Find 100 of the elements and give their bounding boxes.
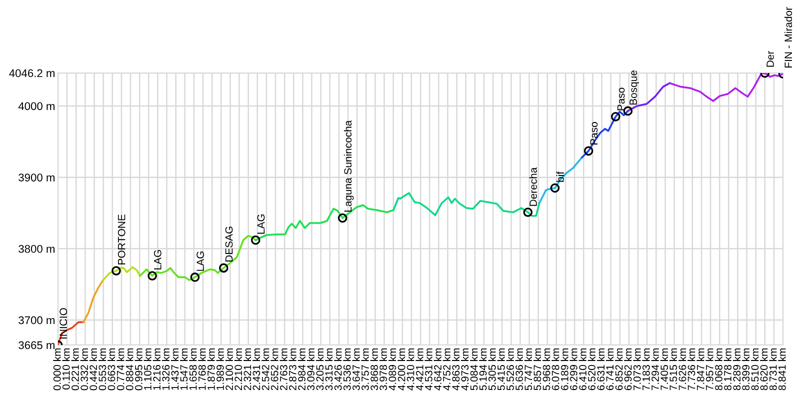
point	[584, 146, 594, 156]
x-tick-label: 8.178 km	[724, 348, 732, 390]
point	[338, 213, 348, 223]
x-tick-label: 8.620 km	[760, 348, 768, 390]
annotation: Paso	[590, 122, 598, 145]
x-tick-label: 2.542 km	[262, 348, 270, 390]
annotation: PORTONE	[118, 214, 126, 264]
x-tick-label: 1.105 km	[144, 348, 152, 390]
y-tick-label: 3900 m	[18, 174, 54, 182]
point	[550, 183, 560, 193]
x-tick-label: 5.968 km	[542, 348, 550, 390]
point	[523, 208, 533, 217]
x-tick-label: 8.068 km	[714, 348, 722, 390]
x-tick-label: 7.847 km	[696, 348, 704, 390]
x-tick-label: 6.852 km	[615, 348, 623, 390]
point	[112, 266, 121, 276]
x-tick-label: 6.520 km	[588, 348, 596, 390]
x-tick-label: 7.957 km	[706, 348, 714, 390]
x-tick-label: 1.989 km	[216, 348, 224, 390]
x-tick-label: 1.547 km	[180, 348, 188, 390]
x-tick-label: 3.647 km	[352, 348, 360, 390]
x-tick-label: 2.321 km	[243, 348, 252, 390]
x-tick-label: 5.084 km	[470, 348, 478, 390]
x-tick-label: 8.510 km	[751, 348, 759, 390]
x-tick-label: 5.415 km	[497, 348, 505, 390]
x-tick-label: 2.873 km	[288, 348, 296, 390]
x-tick-label: 5.526 km	[506, 348, 514, 390]
x-tick-label: 4.752 km	[442, 348, 450, 390]
line-series	[668, 73, 783, 102]
x-tick-label: 1.437 km	[170, 348, 179, 390]
x-tick-label: 5.747 km	[524, 348, 532, 390]
annotation: bif	[556, 171, 564, 182]
x-tick-label: 2.763 km	[280, 348, 288, 390]
x-tick-label: 0.884 km	[126, 348, 134, 390]
x-tick-label: 2.431 km	[252, 348, 260, 390]
x-tick-label: 1.658 km	[189, 348, 197, 390]
x-tick-label: 3.205 km	[316, 348, 324, 390]
annotation: Laguna Sunincocha	[344, 120, 354, 212]
line-series	[538, 156, 583, 204]
y-tick-label: 3700 m	[18, 316, 54, 324]
annotation: LAG	[196, 252, 204, 271]
x-tick-label: 7.736 km	[688, 348, 696, 390]
x-tick-label: 1.768 km	[198, 348, 206, 390]
y-tick-label: 3800 m	[18, 244, 54, 253]
point	[250, 235, 260, 245]
point	[148, 271, 157, 280]
x-tick-label: 7.294 km	[651, 348, 659, 390]
x-tick-label: 5.194 km	[479, 348, 487, 390]
x-tick-label: 4.421 km	[416, 348, 424, 390]
point	[610, 112, 620, 122]
x-tick-label: 4.531 km	[424, 348, 432, 390]
line-series	[82, 279, 104, 324]
annotation: Paso	[617, 88, 625, 110]
x-tick-label: 7.073 km	[633, 348, 641, 390]
x-tick-label: 7.405 km	[660, 348, 668, 390]
x-tick-label: 6.631 km	[596, 348, 605, 390]
annotation: Der	[766, 50, 774, 67]
x-tick-label: 2.984 km	[298, 348, 306, 390]
x-tick-label: 3.426 km	[334, 348, 342, 390]
x-tick-label: 8.289 km	[732, 348, 741, 390]
annotation: INICIO	[60, 308, 68, 338]
x-tick-label: 4.310 km	[406, 348, 414, 390]
x-tick-label: 0.110 km	[62, 348, 70, 390]
line-series	[102, 266, 141, 281]
annotation: LAG	[154, 250, 162, 270]
x-tick-label: 3.315 km	[324, 348, 333, 390]
x-tick-label: 8.399 km	[742, 348, 750, 390]
x-tick-label: 7.183 km	[642, 348, 650, 390]
x-tick-label: 5.636 km	[515, 348, 523, 390]
annotation: FIN - Mirador	[784, 7, 792, 68]
x-tick-label: 4.863 km	[452, 348, 460, 390]
point	[218, 263, 228, 273]
x-tick-label: 1.326 km	[162, 348, 170, 390]
x-tick-label: 2.100 km	[225, 348, 234, 390]
x-tick-label: 1.879 km	[207, 348, 215, 390]
x-tick-label: 3.978 km	[379, 348, 388, 390]
x-tick-label: 4.200 km	[398, 348, 406, 390]
point	[623, 106, 633, 116]
x-tick-label: 4.089 km	[388, 348, 396, 390]
x-tick-label: 0.332 km	[80, 348, 88, 390]
annotation: DESAG	[225, 226, 233, 262]
x-tick-label: 2.210 km	[234, 348, 242, 390]
x-tick-label: 0.000 km	[53, 348, 61, 390]
x-tick-label: 6.299 km	[570, 348, 578, 390]
x-tick-label: 4.642 km	[434, 348, 442, 390]
y-tick-label: 4000 m	[18, 102, 54, 110]
x-tick-label: 3.536 km	[343, 348, 351, 390]
x-tick-label: 1.216 km	[152, 348, 161, 390]
x-tick-label: 2.652 km	[270, 348, 278, 390]
x-tick-label: 8.841 km	[778, 348, 786, 390]
x-tick-label: 6.962 km	[624, 348, 632, 390]
annotation: LAG	[257, 214, 265, 234]
x-tick-label: 0.663 km	[108, 348, 116, 390]
x-tick-label: 0.221 km	[71, 348, 79, 390]
x-tick-label: 0.553 km	[98, 348, 106, 390]
x-tick-label: 6.410 km	[578, 348, 586, 390]
x-tick-label: 5.857 km	[533, 348, 542, 390]
annotation: Derecha	[529, 167, 537, 206]
x-tick-label: 6.741 km	[606, 348, 614, 390]
x-tick-label: 0.774 km	[116, 348, 124, 390]
